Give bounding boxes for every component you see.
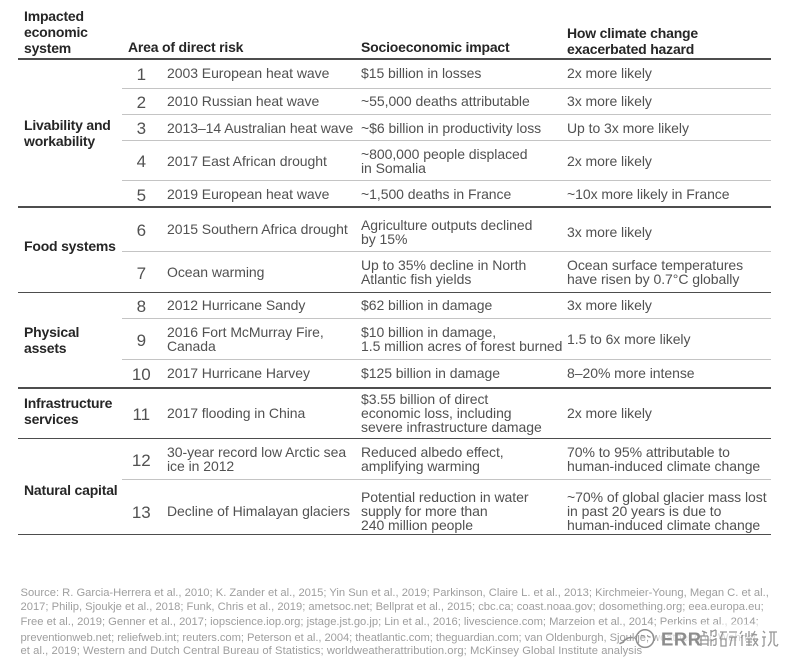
svg-text:ERR: ERR [661,629,702,650]
